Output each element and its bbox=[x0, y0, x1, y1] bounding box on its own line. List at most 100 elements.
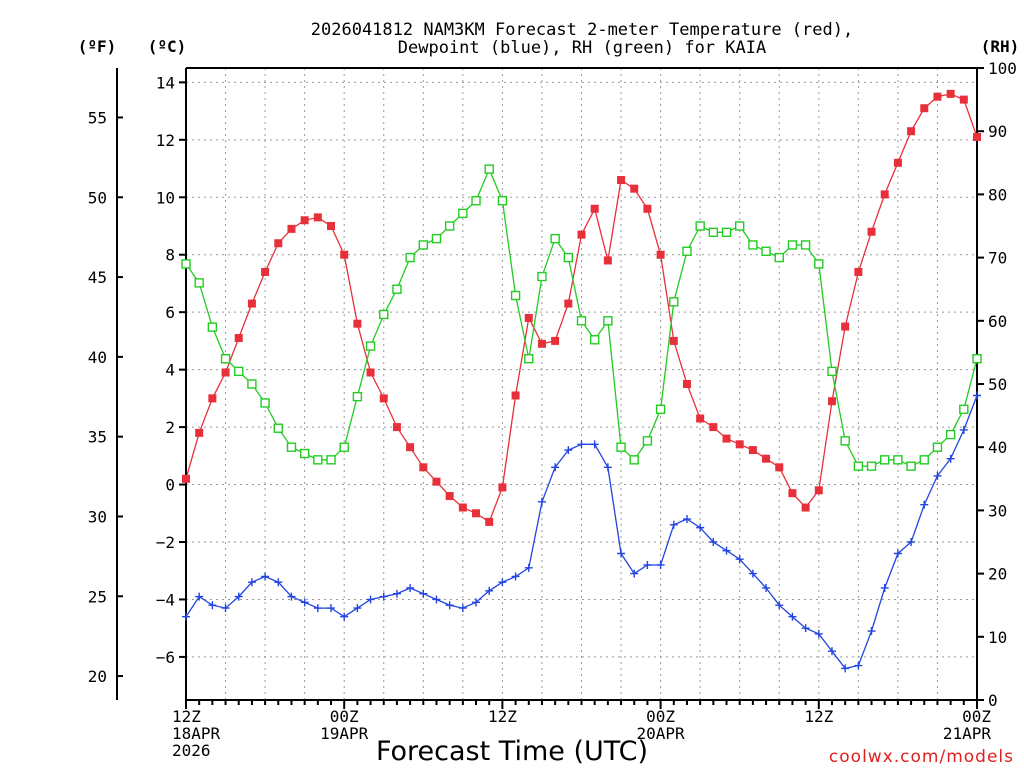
rh-point bbox=[510, 290, 521, 301]
temperature-point bbox=[247, 299, 256, 308]
dewpoint-point bbox=[669, 520, 678, 529]
rh-point bbox=[563, 252, 574, 263]
rh-point bbox=[827, 366, 837, 377]
temperature-point bbox=[261, 267, 270, 276]
temperature-point bbox=[920, 104, 929, 113]
chart-title-line1: 2026041812 NAM3KM Forecast 2-meter Tempe… bbox=[311, 20, 853, 40]
x-tick-label-line1: 00Z bbox=[646, 707, 675, 726]
temperature-point bbox=[590, 204, 599, 213]
rh-point bbox=[840, 436, 850, 446]
dewpoint-point bbox=[722, 546, 731, 555]
temperature-point bbox=[669, 336, 678, 345]
rh-point bbox=[748, 240, 758, 250]
rh-tick-label: 10 bbox=[988, 628, 1007, 647]
dewpoint-point bbox=[458, 604, 467, 613]
rh-point bbox=[471, 196, 481, 206]
dewpoint-point bbox=[577, 440, 586, 449]
rh-tick-label: 0 bbox=[988, 691, 998, 710]
rh-point bbox=[484, 164, 494, 174]
temperature-point bbox=[498, 483, 507, 492]
dewpoint-point bbox=[788, 612, 797, 621]
celsius-tick-label: −4 bbox=[156, 590, 175, 609]
temperature-point bbox=[630, 184, 639, 193]
temperature-point bbox=[327, 222, 336, 230]
dewpoint-point bbox=[748, 569, 757, 578]
temperature-point bbox=[946, 89, 955, 98]
temperature-point bbox=[801, 503, 810, 512]
x-tick-label-line1: 12Z bbox=[804, 707, 833, 726]
rh-point bbox=[273, 423, 283, 433]
temperature-point bbox=[485, 517, 494, 526]
temperature-point bbox=[762, 454, 771, 463]
rh-point bbox=[774, 252, 784, 263]
x-tick-label-line3: 2026 bbox=[172, 741, 211, 760]
rh-point bbox=[365, 341, 376, 351]
rh-point bbox=[576, 316, 587, 326]
chart-title-line2: Dewpoint (blue), RH (green) for KAIA bbox=[398, 38, 766, 58]
dewpoint-point bbox=[762, 583, 771, 592]
temperature-point bbox=[933, 92, 942, 101]
dewpoint-point bbox=[261, 572, 270, 581]
temperature-point bbox=[195, 428, 204, 437]
rh-point bbox=[906, 461, 916, 471]
temperature-point bbox=[577, 230, 586, 239]
rh-point bbox=[181, 259, 191, 269]
rh-point bbox=[708, 227, 719, 238]
dewpoint-point bbox=[907, 538, 916, 546]
dewpoint-point bbox=[696, 523, 705, 532]
rh-point bbox=[220, 354, 231, 364]
dewpoint-point bbox=[379, 592, 388, 601]
temperature-point bbox=[682, 380, 691, 388]
temperature-point bbox=[854, 267, 863, 276]
temperature-point bbox=[656, 250, 665, 259]
dewpoint-point bbox=[564, 446, 573, 455]
dewpoint-point bbox=[946, 454, 955, 463]
dewpoint-point bbox=[274, 578, 283, 587]
temperature-point bbox=[603, 256, 612, 265]
temperature-point bbox=[775, 463, 784, 472]
dewpoint-point bbox=[551, 463, 560, 472]
rh-point bbox=[431, 233, 442, 244]
rh-point bbox=[392, 284, 402, 294]
dewpoint-point bbox=[340, 612, 349, 621]
rh-point bbox=[932, 442, 943, 452]
dewpoint-point bbox=[709, 538, 718, 546]
celsius-tick-label: 6 bbox=[165, 303, 175, 322]
x-tick-label-line1: 12Z bbox=[488, 707, 517, 726]
dewpoint-point bbox=[221, 604, 230, 613]
temperature-point bbox=[340, 250, 349, 259]
rh-tick-label: 100 bbox=[988, 59, 1017, 78]
dewpoint-point bbox=[775, 601, 784, 610]
rh-point bbox=[787, 240, 798, 250]
temperature-point bbox=[696, 414, 705, 423]
temperature-point bbox=[221, 368, 230, 377]
x-tick-label-line1: 00Z bbox=[962, 707, 991, 726]
temperature-point bbox=[274, 239, 283, 248]
celsius-tick-label: 8 bbox=[165, 246, 175, 265]
temperature-point bbox=[959, 95, 968, 104]
dewpoint-point bbox=[182, 612, 190, 621]
temperature-point bbox=[353, 319, 362, 328]
temperature-point bbox=[907, 127, 916, 136]
dewpoint-point bbox=[841, 664, 850, 673]
rh-series bbox=[181, 164, 982, 471]
temperature-series bbox=[182, 89, 981, 526]
temperature-point bbox=[537, 339, 546, 348]
dewpoint-point bbox=[392, 589, 401, 598]
temperature-point bbox=[313, 213, 322, 222]
temperature-point bbox=[973, 132, 981, 141]
rh-point bbox=[866, 461, 877, 471]
x-tick-label-line2: 21APR bbox=[943, 724, 992, 743]
rh-point bbox=[286, 442, 297, 452]
dewpoint-point bbox=[287, 592, 296, 601]
rh-tick-label: 70 bbox=[988, 249, 1007, 268]
dewpoint-point bbox=[643, 560, 652, 569]
temperature-point bbox=[564, 299, 573, 308]
temperature-point bbox=[208, 394, 217, 403]
rh-point bbox=[800, 240, 811, 250]
celsius-tick-label: 0 bbox=[165, 476, 175, 495]
x-tick-label-line2: 20APR bbox=[637, 724, 686, 743]
rh-point bbox=[616, 442, 626, 452]
dewpoint-point bbox=[195, 592, 204, 601]
temperature-point bbox=[511, 391, 520, 400]
